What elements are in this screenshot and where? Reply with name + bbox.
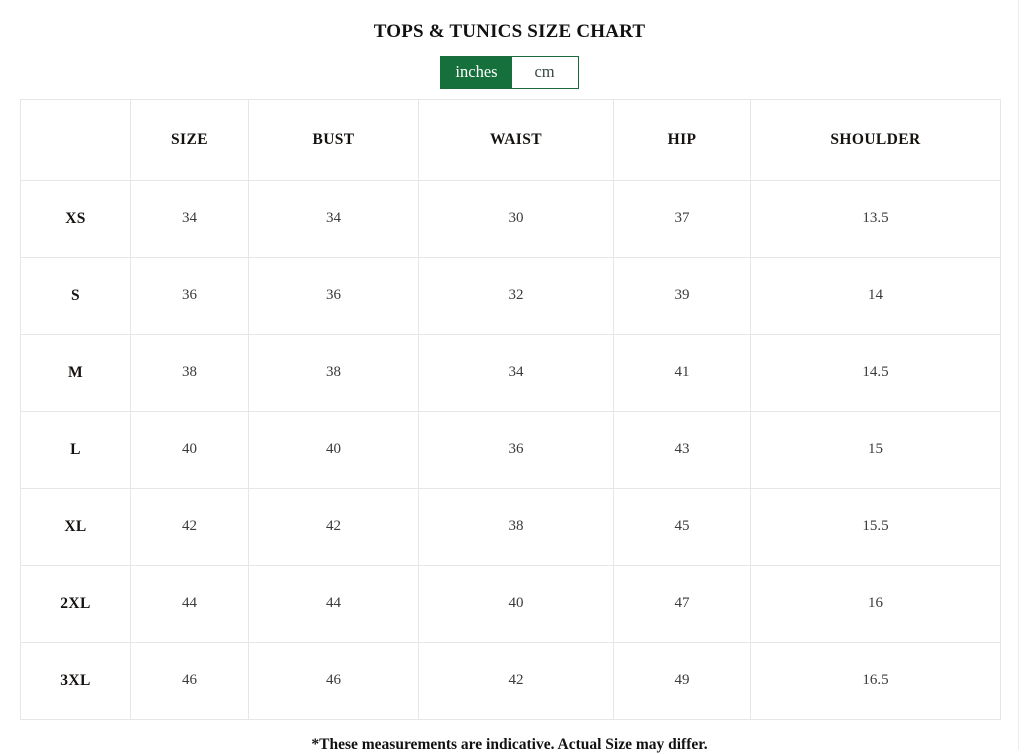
cell-hip: 37	[613, 179, 751, 258]
row-label: 2XL	[20, 564, 131, 643]
column-header-blank	[20, 98, 131, 181]
row-label: L	[20, 410, 131, 489]
cell-bust: 34	[248, 179, 419, 258]
cell-bust: 36	[248, 256, 419, 335]
table-row: M 38 38 34 41 14.5	[20, 333, 1001, 412]
cell-hip: 41	[613, 333, 751, 412]
row-label: XS	[20, 179, 131, 258]
cell-bust: 44	[248, 564, 419, 643]
cell-shoulder: 16	[750, 564, 1001, 643]
size-table-scroll-area[interactable]: SIZE BUST WAIST HIP SHOULDER XS 34 34 30…	[0, 98, 1019, 720]
cell-waist: 32	[418, 256, 614, 335]
cell-waist: 38	[418, 487, 614, 566]
cell-shoulder: 15.5	[750, 487, 1001, 566]
cell-size: 40	[130, 410, 249, 489]
measurement-disclaimer: *These measurements are indicative. Actu…	[311, 735, 708, 753]
cell-size: 34	[130, 179, 249, 258]
cell-bust: 38	[248, 333, 419, 412]
cell-size: 38	[130, 333, 249, 412]
page-border	[1018, 0, 1019, 750]
row-label: 3XL	[20, 641, 131, 720]
table-row: S 36 36 32 39 14	[20, 256, 1001, 335]
column-header-bust: BUST	[248, 98, 419, 181]
cell-shoulder: 14.5	[750, 333, 1001, 412]
table-row: 3XL 46 46 42 49 16.5	[20, 641, 1001, 720]
cell-bust: 40	[248, 410, 419, 489]
table-row: XL 42 42 38 45 15.5	[20, 487, 1001, 566]
table-row: 2XL 44 44 40 47 16	[20, 564, 1001, 643]
cell-waist: 40	[418, 564, 614, 643]
column-header-waist: WAIST	[418, 98, 614, 181]
cell-hip: 47	[613, 564, 751, 643]
row-label: M	[20, 333, 131, 412]
table-row: L 40 40 36 43 15	[20, 410, 1001, 489]
cell-waist: 36	[418, 410, 614, 489]
cell-shoulder: 15	[750, 410, 1001, 489]
cell-shoulder: 14	[750, 256, 1001, 335]
cell-waist: 30	[418, 179, 614, 258]
cell-size: 42	[130, 487, 249, 566]
cell-hip: 45	[613, 487, 751, 566]
size-chart-table: SIZE BUST WAIST HIP SHOULDER XS 34 34 30…	[20, 98, 1001, 720]
unit-toggle-group: inches cm	[0, 55, 1019, 89]
cell-size: 46	[130, 641, 249, 720]
column-header-size: SIZE	[130, 98, 249, 181]
cell-bust: 42	[248, 487, 419, 566]
row-label: S	[20, 256, 131, 335]
column-header-shoulder: SHOULDER	[750, 98, 1001, 181]
table-row: XS 34 34 30 37 13.5	[20, 179, 1001, 258]
row-label: XL	[20, 487, 131, 566]
cell-size: 44	[130, 564, 249, 643]
cell-shoulder: 16.5	[750, 641, 1001, 720]
cell-bust: 46	[248, 641, 419, 720]
page-title: TOPS & TUNICS SIZE CHART	[373, 21, 646, 42]
cell-shoulder: 13.5	[750, 179, 1001, 258]
unit-toggle-inches[interactable]: inches	[441, 56, 512, 88]
cell-hip: 39	[613, 256, 751, 335]
cell-size: 36	[130, 256, 249, 335]
column-header-hip: HIP	[613, 98, 751, 181]
table-header-row: SIZE BUST WAIST HIP SHOULDER	[20, 98, 1001, 181]
unit-toggle-cm[interactable]: cm	[511, 56, 578, 88]
cell-waist: 34	[418, 333, 614, 412]
cell-hip: 43	[613, 410, 751, 489]
cell-hip: 49	[613, 641, 751, 720]
cell-waist: 42	[418, 641, 614, 720]
